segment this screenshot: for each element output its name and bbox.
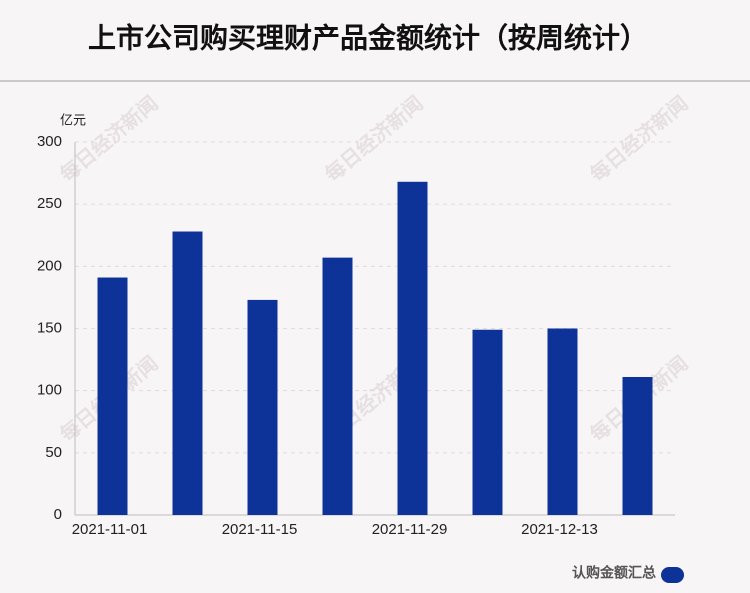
y-tick-label: 0 <box>54 506 62 523</box>
watermark: 每日经济新闻 <box>585 91 692 187</box>
unit-label: 亿元 <box>60 112 86 127</box>
bar <box>172 231 203 515</box>
x-tick-label: 2021-12-13 <box>521 521 598 538</box>
x-tick-label: 2021-11-15 <box>222 521 298 538</box>
x-tick-label: 2021-11-01 <box>72 521 148 538</box>
bar <box>622 376 653 515</box>
bar <box>547 328 578 515</box>
bar <box>397 181 428 515</box>
y-tick-label: 100 <box>37 382 62 399</box>
y-tick-label: 250 <box>37 195 62 212</box>
bar <box>322 257 353 515</box>
bar <box>472 329 503 515</box>
bar <box>247 299 278 515</box>
y-tick-label: 200 <box>37 257 62 274</box>
y-tick-label: 300 <box>37 133 62 150</box>
y-tick-label: 50 <box>45 444 62 461</box>
x-tick-label: 2021-11-29 <box>372 521 448 538</box>
watermark: 每日经济新闻 <box>55 91 162 187</box>
legend-label: 认购金额汇总 <box>572 565 656 581</box>
bar <box>97 277 128 515</box>
legend-swatch <box>661 567 684 583</box>
chart-title: 上市公司购买理财产品金额统计（按周统计） <box>88 21 648 53</box>
watermark: 每日经济新闻 <box>320 91 427 187</box>
y-tick-label: 150 <box>37 319 62 336</box>
